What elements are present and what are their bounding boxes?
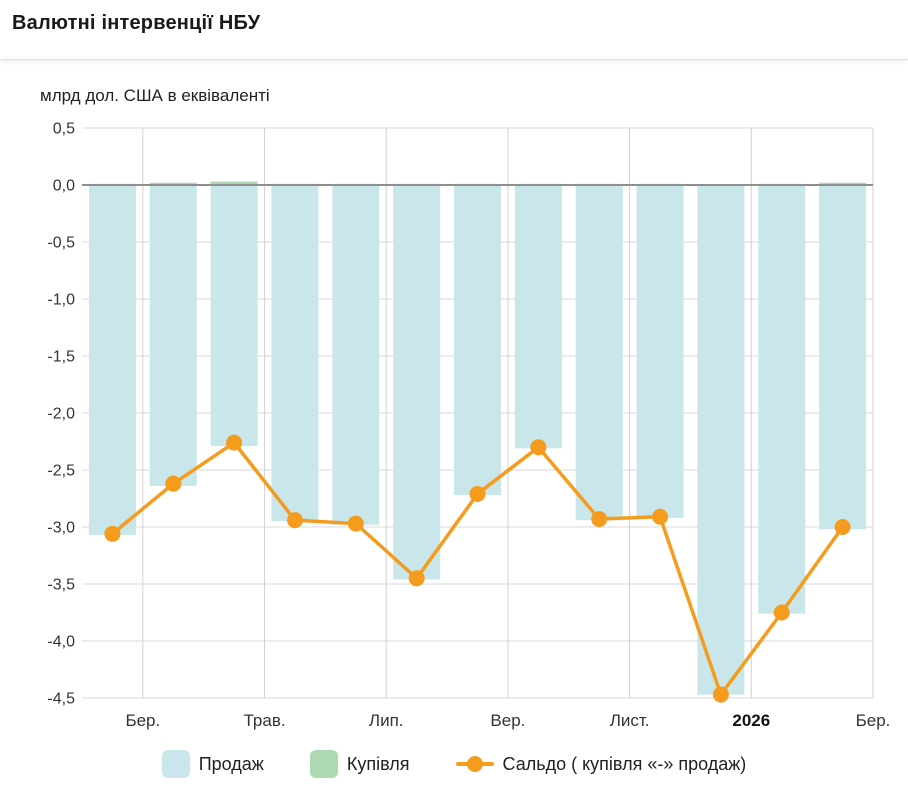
y-axis-tick-label: -1,0	[47, 292, 75, 309]
y-axis-tick-label: 0,5	[53, 121, 75, 138]
x-axis-tick-label: Вер.	[490, 711, 525, 730]
saldo-point[interactable]	[712, 686, 729, 703]
saldo-line-dot-icon	[455, 755, 494, 773]
x-axis-tick-label: 2026	[732, 711, 770, 730]
bar-sale[interactable]	[575, 185, 623, 521]
saldo-point[interactable]	[834, 519, 851, 535]
saldo-point[interactable]	[591, 511, 608, 528]
bar-sale[interactable]	[393, 185, 441, 580]
bar-sale[interactable]	[636, 185, 684, 518]
y-axis-tick-label: -1,5	[47, 349, 75, 366]
legend-label-saldo: Сальдо ( купівля «-» продаж)	[502, 753, 747, 774]
saldo-point[interactable]	[530, 439, 547, 456]
page-title: Валютні інтервенції НБУ	[12, 12, 261, 34]
chart-legend: Продаж Купівля Сальдо ( купівля «-» прод…	[0, 746, 908, 782]
bar-purchase[interactable]	[210, 181, 258, 185]
bar-sale[interactable]	[88, 185, 136, 535]
chart-header: Валютні інтервенції НБУ	[0, 0, 908, 60]
x-axis-tick-label: Трав.	[243, 711, 285, 730]
y-axis-tick-label: -3,5	[47, 577, 75, 594]
legend-item-saldo[interactable]: Сальдо ( купівля «-» продаж)	[455, 753, 747, 775]
x-axis-tick-label: Бер.	[125, 711, 160, 730]
y-axis-tick-label: 0,0	[53, 178, 75, 195]
bar-sale[interactable]	[210, 185, 258, 447]
x-axis-tick-label: Лип.	[369, 711, 404, 730]
x-axis-tick-label: Бер.	[856, 711, 891, 730]
sales-swatch-icon	[161, 750, 190, 778]
legend-item-purchase[interactable]: Купівля	[309, 750, 410, 778]
saldo-point[interactable]	[408, 570, 425, 587]
y-axis-tick-label: -4,0	[47, 634, 75, 651]
y-axis-tick-label: -3,0	[47, 520, 75, 537]
bar-purchase[interactable]	[819, 182, 867, 185]
saldo-point[interactable]	[165, 475, 182, 492]
saldo-point[interactable]	[347, 515, 364, 532]
bar-sale[interactable]	[514, 185, 562, 449]
bar-sale[interactable]	[271, 185, 319, 522]
saldo-point[interactable]	[286, 512, 303, 529]
y-axis-unit-label: млрд дол. США в еквіваленті	[40, 86, 270, 105]
legend-label-sales: Продаж	[198, 753, 264, 774]
saldo-point[interactable]	[652, 508, 669, 525]
x-axis-tick-label: Лист.	[610, 711, 650, 730]
saldo-point[interactable]	[226, 434, 243, 451]
saldo-point[interactable]	[773, 604, 790, 621]
bar-sale[interactable]	[697, 185, 745, 695]
bar-sale[interactable]	[149, 185, 197, 486]
saldo-point[interactable]	[104, 525, 121, 542]
intervention-chart-canvas[interactable]: 0,5 0,0 -0,5 -1,0 -1,5 -2,0 -2,5 -3,0 -3,5 -4,0 -4…	[0, 110, 908, 742]
bar-sale[interactable]	[454, 185, 501, 496]
y-axis-tick-label: -2,5	[47, 463, 75, 480]
bar-purchase[interactable]	[149, 182, 197, 185]
y-axis-tick-label: -4,5	[47, 691, 75, 708]
purchase-swatch-icon	[309, 750, 338, 778]
y-axis-tick-label: -2,0	[47, 406, 75, 423]
y-axis-tick-label: -0,5	[47, 235, 75, 252]
saldo-point[interactable]	[469, 485, 486, 502]
bar-sale[interactable]	[332, 185, 380, 525]
saldo-icon-dot	[466, 756, 483, 772]
legend-item-sales[interactable]: Продаж	[161, 750, 264, 778]
bar-sale[interactable]	[819, 185, 867, 530]
legend-label-purchase: Купівля	[346, 753, 410, 774]
bar-sale[interactable]	[758, 185, 806, 614]
